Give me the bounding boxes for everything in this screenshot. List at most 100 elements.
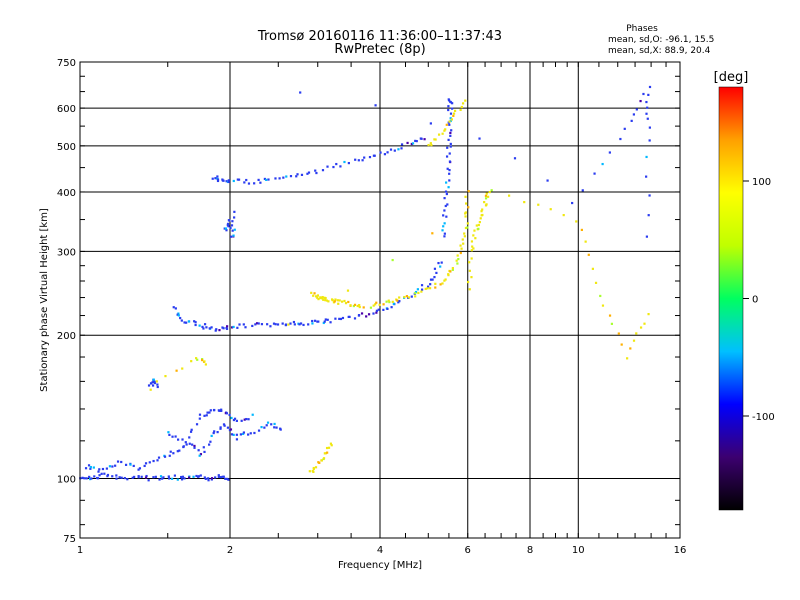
data-point-x	[468, 288, 471, 291]
data-point-o	[106, 475, 109, 478]
data-point-x	[478, 220, 481, 224]
data-point-o	[236, 178, 239, 181]
x-tick-label: 6	[465, 545, 471, 556]
data-point-o	[198, 417, 201, 420]
data-point-o	[230, 224, 234, 227]
data-point-x	[466, 226, 469, 229]
data-point-o	[278, 177, 281, 180]
data-point-x	[464, 215, 467, 218]
data-point-x	[470, 257, 473, 260]
data-point-o	[84, 467, 88, 470]
data-point-x	[308, 470, 311, 473]
data-point-o	[179, 316, 182, 320]
data-point-o	[233, 228, 236, 231]
data-point-o	[154, 475, 157, 478]
data-point-o	[228, 219, 231, 222]
data-point-o	[446, 146, 449, 149]
data-point-o	[289, 322, 292, 325]
data-point-o	[232, 234, 235, 237]
data-point-x	[330, 444, 333, 447]
data-point-x	[333, 300, 336, 303]
data-point-o	[228, 413, 231, 417]
data-point-o	[645, 155, 648, 159]
data-point-o	[147, 479, 150, 482]
data-point-o	[448, 160, 452, 163]
data-point-o	[207, 479, 210, 482]
data-point-o	[260, 425, 263, 429]
x-tick-label: 1	[77, 545, 83, 556]
data-point-o	[168, 454, 171, 457]
data-point-o	[227, 180, 230, 184]
data-point-o	[243, 181, 246, 184]
data-point-x	[587, 253, 590, 256]
points-layer	[79, 85, 652, 482]
data-point-o	[410, 295, 413, 298]
data-point-o	[137, 476, 140, 479]
data-point-x	[327, 300, 330, 303]
data-point-o	[85, 477, 88, 480]
data-point-o	[420, 137, 423, 140]
data-point-x	[321, 297, 324, 300]
data-point-o	[188, 442, 191, 445]
data-point-o	[431, 278, 434, 281]
data-point-o	[114, 464, 117, 467]
data-point-o	[218, 409, 221, 412]
data-point-o	[145, 474, 148, 478]
data-point-o	[274, 323, 277, 326]
data-point-o	[546, 179, 549, 182]
data-point-o	[193, 320, 196, 323]
data-point-o	[219, 476, 223, 479]
data-point-o	[144, 462, 148, 465]
data-point-x	[443, 129, 446, 132]
data-point-o	[172, 452, 175, 455]
data-point-o	[375, 311, 378, 314]
data-point-o	[375, 309, 379, 312]
data-point-x	[470, 276, 473, 279]
data-point-o	[383, 153, 387, 156]
data-point-x	[643, 322, 646, 325]
plot-frame	[79, 61, 681, 539]
data-point-o	[247, 418, 250, 421]
data-point-o	[199, 453, 203, 456]
data-point-o	[216, 431, 219, 434]
data-point-x	[343, 299, 346, 303]
data-point-x	[322, 457, 326, 460]
data-point-o	[273, 426, 276, 429]
data-point-o	[311, 319, 314, 323]
data-point-x	[352, 304, 355, 308]
data-point-x	[441, 132, 444, 135]
data-point-o	[203, 323, 207, 326]
data-point-o	[183, 321, 186, 324]
data-point-o	[324, 318, 327, 321]
data-point-o	[635, 108, 638, 111]
data-point-o	[354, 158, 357, 161]
data-point-o	[445, 192, 448, 196]
data-point-o	[231, 229, 234, 232]
data-point-o	[259, 181, 262, 184]
data-point-o	[317, 320, 320, 323]
data-point-o	[230, 416, 233, 420]
data-point-x	[320, 459, 323, 462]
data-point-o	[185, 443, 188, 446]
data-point-x	[475, 224, 478, 227]
data-point-x	[358, 303, 361, 307]
data-point-x	[481, 213, 484, 217]
y-tick-label: 500	[57, 142, 76, 153]
data-point-o	[222, 327, 225, 330]
data-point-o	[144, 476, 148, 479]
data-point-x	[477, 223, 480, 227]
data-point-o	[183, 477, 186, 480]
data-point-o	[171, 435, 174, 438]
data-point-o	[423, 138, 426, 141]
y-tick-label: 600	[57, 104, 76, 115]
data-point-o	[397, 301, 400, 304]
data-point-o	[478, 137, 481, 140]
data-point-o	[103, 472, 106, 475]
data-point-o	[323, 320, 326, 323]
data-point-o	[255, 322, 259, 325]
data-point-x	[175, 369, 178, 372]
data-point-o	[440, 261, 443, 264]
data-point-o	[581, 189, 584, 192]
data-point-o	[608, 151, 611, 154]
data-point-o	[311, 322, 314, 325]
